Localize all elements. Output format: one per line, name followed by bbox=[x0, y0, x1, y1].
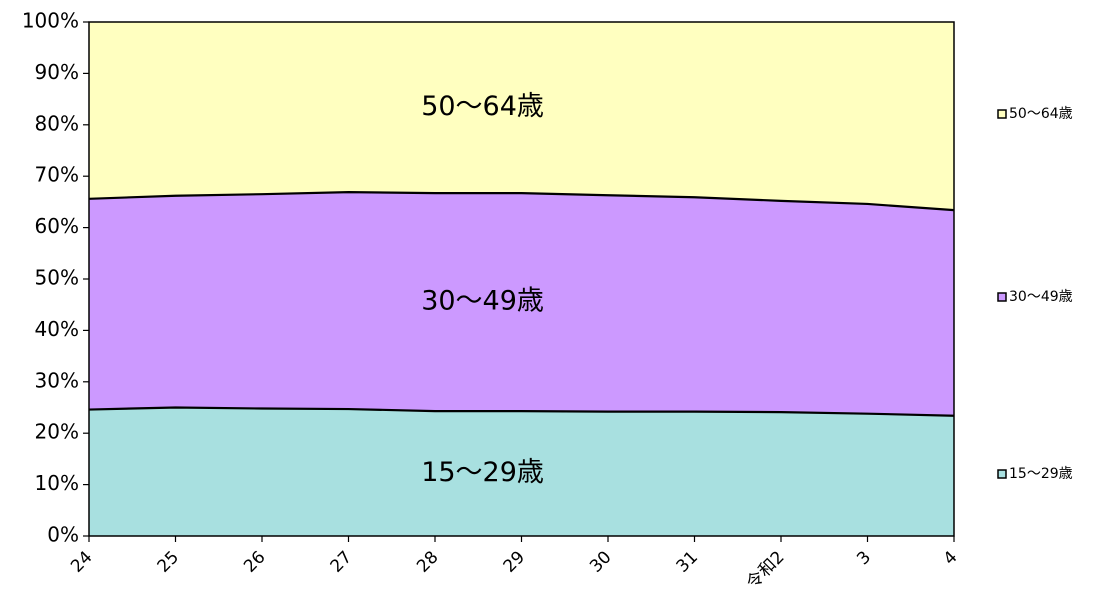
band-label-series-2: 50～64歳 bbox=[421, 91, 544, 122]
y-tick-label: 100% bbox=[22, 9, 79, 33]
x-tick-label: 30 bbox=[586, 547, 615, 576]
y-tick-label: 60% bbox=[35, 214, 79, 238]
y-tick-label: 80% bbox=[35, 111, 79, 135]
y-tick-label: 0% bbox=[47, 523, 79, 547]
x-tick-label: 25 bbox=[154, 547, 183, 576]
area-series-0 bbox=[89, 407, 954, 536]
boundary-lines bbox=[88, 191, 955, 417]
legend-label: 50～64歳 bbox=[1009, 106, 1073, 122]
band-labels: 15～29歳 30～49歳 50～64歳 bbox=[421, 91, 544, 488]
y-tick-label: 90% bbox=[35, 60, 79, 84]
y-tick-label: 70% bbox=[35, 163, 79, 187]
legend-swatch bbox=[997, 292, 1007, 302]
x-tick-label: 26 bbox=[240, 547, 269, 576]
x-tick-label: 令和2 bbox=[743, 547, 789, 593]
area-series-1 bbox=[89, 192, 954, 416]
x-tick-label: 29 bbox=[500, 547, 529, 576]
legend-swatch bbox=[997, 469, 1007, 479]
x-axis: 24 25 26 27 28 29 30 31 令和2 3 4 bbox=[67, 536, 962, 593]
x-tick-label: 31 bbox=[673, 547, 702, 576]
series-boundary-line-1 bbox=[88, 191, 955, 212]
x-tick-label: 3 bbox=[853, 547, 875, 569]
x-tick-label: 27 bbox=[327, 547, 356, 576]
legend-label: 15～29歳 bbox=[1009, 466, 1073, 482]
x-tick-label: 24 bbox=[67, 547, 96, 576]
legend: 15～29歳 30～49歳 50～64歳 bbox=[997, 106, 1073, 482]
series-boundary-line-0 bbox=[88, 406, 955, 417]
legend-swatch bbox=[997, 109, 1007, 119]
area-series-2 bbox=[89, 22, 954, 211]
legend-label: 30～49歳 bbox=[1009, 289, 1073, 305]
x-tick-label: 28 bbox=[413, 547, 442, 576]
y-axis: 0% 10% 20% 30% 40% 50% 60% 70% 80% 90% 100% bbox=[22, 9, 89, 547]
y-tick-label: 50% bbox=[35, 266, 79, 290]
y-tick-label: 20% bbox=[35, 420, 79, 444]
area-layer bbox=[89, 22, 954, 536]
y-tick-label: 10% bbox=[35, 471, 79, 495]
x-tick-label: 4 bbox=[940, 547, 962, 569]
y-tick-label: 40% bbox=[35, 317, 79, 341]
band-label-series-1: 30～49歳 bbox=[421, 286, 544, 317]
band-label-series-0: 15～29歳 bbox=[421, 457, 544, 488]
y-tick-label: 30% bbox=[35, 368, 79, 392]
